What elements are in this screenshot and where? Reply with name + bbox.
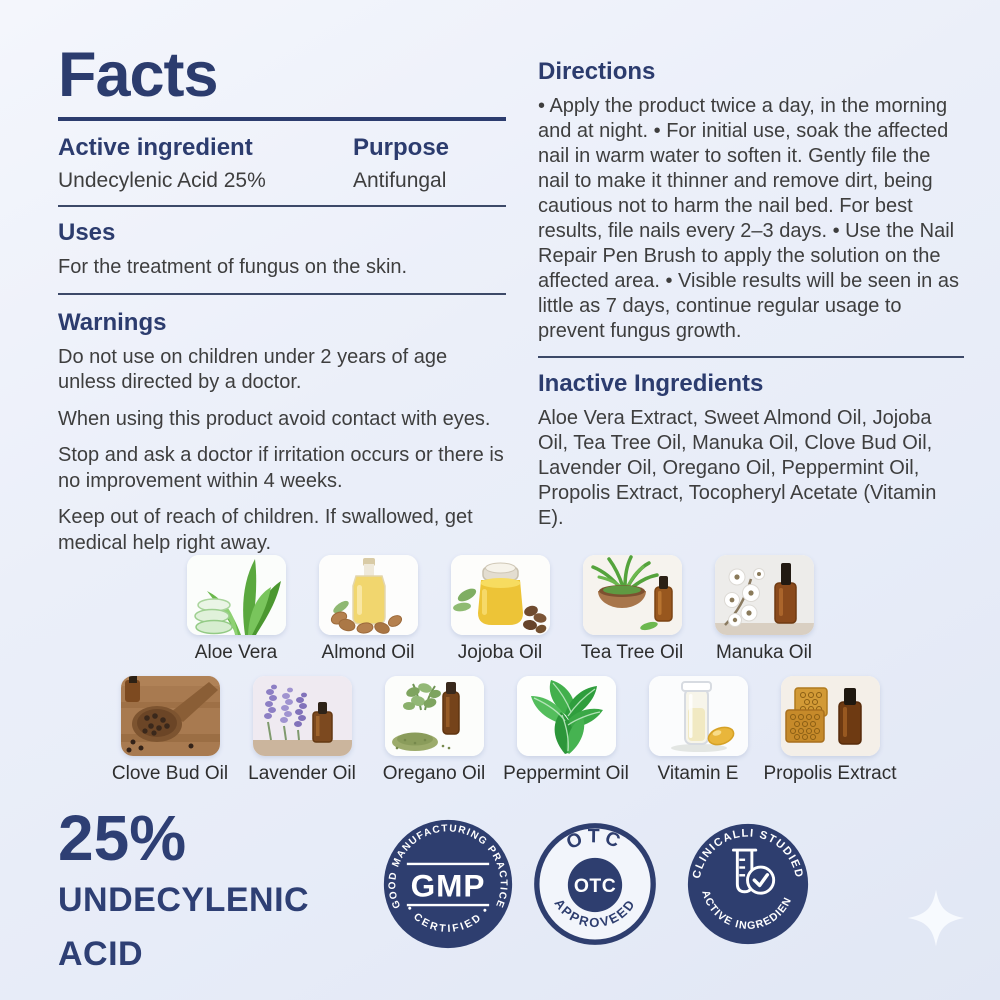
ingredient-tile-peppermint-oil: Peppermint Oil — [503, 676, 629, 785]
ingredient-tile-jojoba-oil: Jojoba Oil — [450, 555, 550, 664]
ingredient-label: Propolis Extract — [763, 763, 897, 784]
purpose-value: Antifungal — [353, 169, 447, 192]
ingredient-tile-vitamin-e: Vitamin E — [648, 676, 748, 785]
active-ingredient-row: Active ingredient Undecylenic Acid 25% P… — [58, 134, 506, 193]
directions-panel: Directions • Apply the product twice a d… — [538, 58, 964, 539]
uses-text: For the treatment of fungus on the skin. — [58, 256, 408, 278]
tea-tree-oil-image — [582, 555, 682, 635]
clove-bud-oil-image — [120, 676, 220, 756]
ingredient-label: Clove Bud Oil — [111, 763, 229, 784]
percent-value: 25% — [58, 802, 187, 874]
purpose-label: Purpose — [353, 134, 450, 161]
ingredient-gallery: Aloe Vera — [0, 555, 1000, 785]
otc-center-text: OTC — [574, 875, 616, 897]
propolis-extract-image — [780, 676, 880, 756]
ingredient-label: Vitamin E — [657, 763, 739, 784]
peppermint-oil-image — [516, 676, 616, 756]
warning-text: When using this product avoid contact wi… — [58, 407, 491, 430]
lavender-oil-image — [252, 676, 352, 756]
otc-approved-badge: OTC OTC APPROVEED — [534, 823, 656, 945]
ingredient-tile-manuka-oil: Manuka Oil — [714, 555, 814, 664]
oregano-oil-image — [384, 676, 484, 756]
ingredient-label: Peppermint Oil — [503, 763, 629, 784]
uses-heading: Uses — [58, 219, 116, 246]
inactive-ingredients-text: Aloe Vera Extract, Sweet Almond Oil, Joj… — [538, 407, 937, 529]
active-ingredient-value: Undecylenic Acid 25% — [58, 169, 266, 192]
ingredient-tile-lavender-oil: Lavender Oil — [248, 676, 356, 785]
divider — [58, 292, 506, 295]
almond-oil-image — [318, 555, 418, 635]
warning-text: Stop and ask a doctor if irritation occu… — [58, 444, 504, 492]
ingredient-label: Oregano Oil — [382, 763, 486, 784]
divider — [58, 117, 506, 121]
ingredient-row-2: Clove Bud Oil — [0, 676, 1000, 785]
directions-text: • Apply the product twice a day, in the … — [538, 95, 959, 342]
ingredient-row-1: Aloe Vera — [0, 555, 1000, 664]
ingredient-label: Aloe Vera — [194, 642, 278, 663]
ingredient-name-line2: ACID — [58, 935, 144, 973]
ingredient-name-line1: UNDECYLENIC — [58, 881, 310, 919]
ingredient-label: Tea Tree Oil — [580, 642, 684, 663]
gmp-certified-badge: GOOD MANUFACTURING PRACTICE GMP • CERTIF… — [383, 819, 513, 949]
aloe-vera-image — [186, 555, 286, 635]
ingredient-tile-oregano-oil: Oregano Oil — [382, 676, 486, 785]
ingredient-tile-clove-bud-oil: Clove Bud Oil — [112, 676, 228, 785]
inactive-ingredients-heading: Inactive Ingredients — [538, 370, 764, 397]
ingredient-label: Lavender Oil — [248, 763, 356, 784]
directions-heading: Directions — [538, 58, 656, 85]
facts-title: Facts — [58, 40, 219, 110]
ingredient-tile-aloe-vera: Aloe Vera — [186, 555, 286, 664]
ingredient-label: Almond Oil — [321, 642, 415, 663]
gmp-center-text: GMP — [411, 867, 486, 903]
vitamin-e-image — [648, 676, 748, 756]
ingredient-label: Jojoba Oil — [457, 642, 543, 663]
ingredient-tile-propolis-extract: Propolis Extract — [763, 676, 897, 785]
warning-text: Keep out of reach of children. If swallo… — [58, 506, 473, 554]
active-ingredient-label: Active ingredient — [58, 134, 253, 161]
active-percentage-callout: 25% UNDECYLENIC ACID — [58, 806, 309, 974]
divider — [58, 205, 506, 207]
jojoba-oil-image — [450, 555, 550, 635]
certification-badges: GOOD MANUFACTURING PRACTICE GMP • CERTIF… — [381, 817, 811, 951]
clinically-studied-badge: CLINICALLI STUDIED ACTIVE INGREDIENT — [685, 821, 809, 945]
ingredient-tile-almond-oil: Almond Oil — [318, 555, 418, 664]
ingredient-label: Manuka Oil — [715, 642, 813, 663]
warning-text: Do not use on children under 2 years of … — [58, 345, 448, 394]
sparkle-icon — [907, 889, 965, 947]
divider — [538, 356, 964, 358]
facts-panel: Facts Active ingredient Undecylenic Acid… — [58, 44, 506, 567]
ingredient-tile-tea-tree-oil: Tea Tree Oil — [580, 555, 684, 664]
test-tube-check-icon — [732, 848, 776, 895]
manuka-oil-image — [714, 555, 814, 635]
warnings-heading: Warnings — [58, 308, 167, 336]
